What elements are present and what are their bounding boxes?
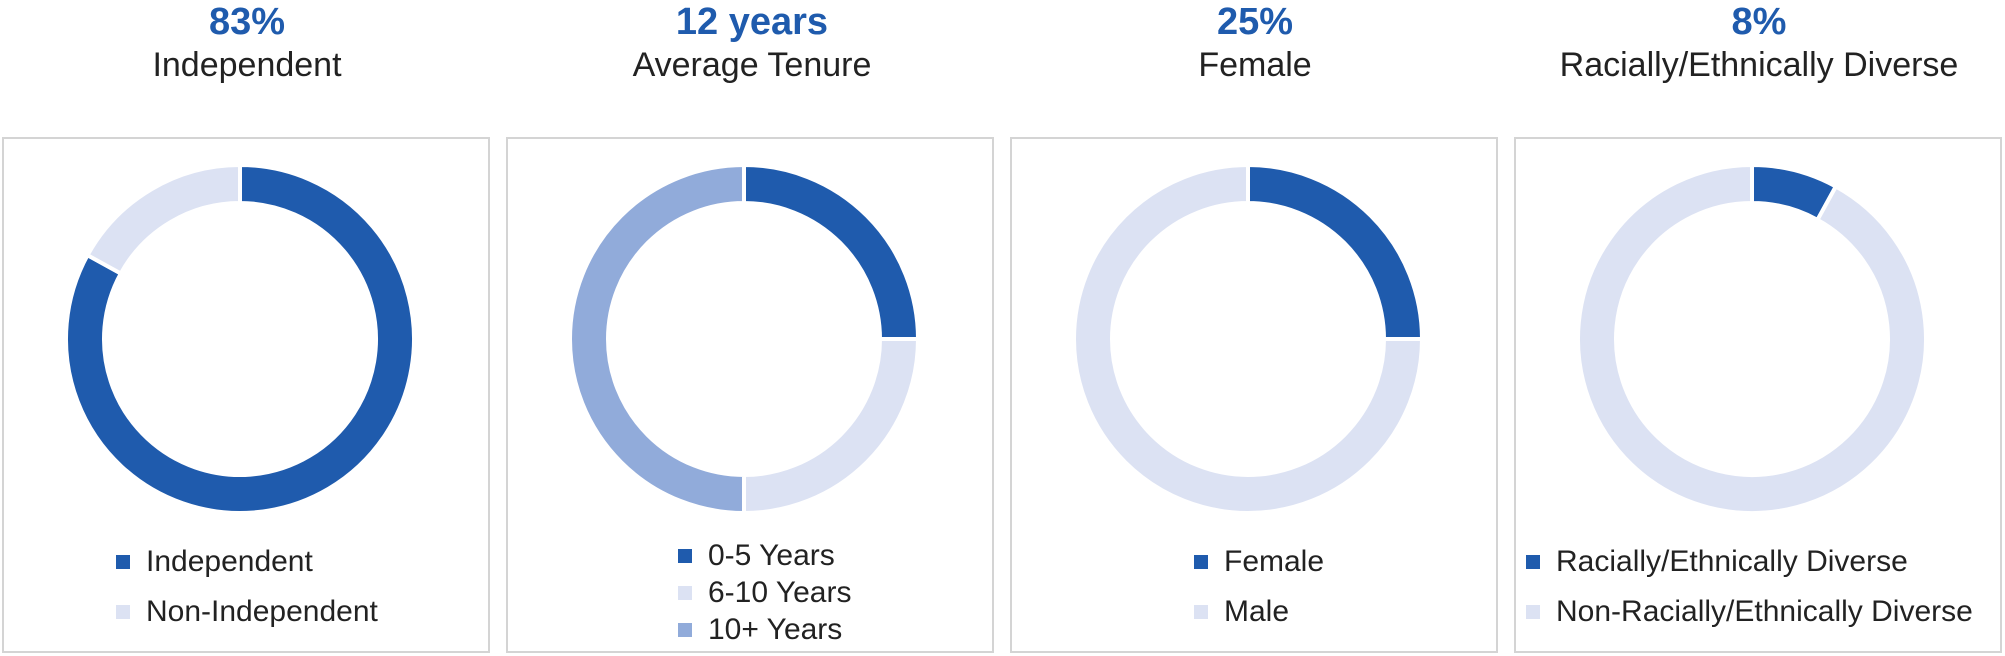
- legend-swatch: [1194, 555, 1208, 569]
- legend-label: Non-Independent: [146, 595, 378, 628]
- legend-swatch: [678, 585, 692, 600]
- legend-item-diverse: Racially/Ethnically Diverse: [1526, 545, 2005, 579]
- legend-swatch: [1526, 605, 1540, 619]
- chart-panel-female: Female Male: [1010, 137, 1498, 653]
- slice-non-racially-ethnically-diverse: [1576, 162, 1928, 515]
- chart-title: Female: [1198, 46, 1312, 84]
- stat-diverse: 8% Racially/Ethnically Diverse: [1514, 0, 2004, 86]
- slice-0-5-years: [742, 162, 921, 341]
- legend-female: Female Male: [1012, 545, 1678, 629]
- slice-10-years: [568, 162, 746, 516]
- chart-title: Racially/Ethnically Diverse: [1559, 46, 1959, 84]
- legend-item-male: Male: [1194, 595, 1678, 629]
- slice-6-10-years: [742, 337, 921, 516]
- legend-swatch: [678, 548, 692, 563]
- chart-title: Independent: [152, 46, 342, 84]
- legend-item-non-independent: Non-Independent: [116, 595, 600, 629]
- legend-swatch: [1526, 555, 1540, 569]
- donut-female: [1072, 162, 1425, 515]
- legend-diverse: Racially/Ethnically Diverse Non-Racially…: [1516, 545, 2005, 629]
- donut-diverse: [1576, 162, 1928, 515]
- chart-panel-independent: Independent Non-Independent: [2, 137, 490, 653]
- legend-label: 0-5 Years: [708, 538, 835, 572]
- legend-label: Female: [1224, 545, 1325, 578]
- legend-swatch: [116, 605, 130, 619]
- legend-label: 6-10 Years: [708, 575, 852, 609]
- legend-independent: Independent Non-Independent: [4, 545, 600, 629]
- stat-tenure: 12 years Average Tenure: [507, 0, 997, 86]
- headline-value: 83%: [208, 1, 286, 43]
- headline-value: 25%: [1216, 1, 1294, 43]
- legend-label: Non-Racially/Ethnically Diverse: [1556, 595, 1973, 628]
- legend-item-10-plus-years: 10+ Years: [678, 611, 1162, 648]
- legend-swatch: [1194, 605, 1208, 619]
- stat-female: 25% Female: [1010, 0, 1500, 86]
- donut-tenure: [568, 162, 921, 516]
- legend-label: 10+ Years: [708, 612, 843, 646]
- slice-non-independent: [84, 162, 242, 277]
- legend-item-non-diverse: Non-Racially/Ethnically Diverse: [1526, 595, 2005, 629]
- legend-tenure: 0-5 Years 6-10 Years 10+ Years: [508, 537, 1162, 648]
- headline-value: 12 years: [675, 1, 829, 43]
- headline-value: 8%: [1731, 1, 1787, 43]
- legend-swatch: [678, 622, 692, 637]
- donut-independent: [64, 162, 416, 515]
- legend-item-0-5-years: 0-5 Years: [678, 537, 1162, 574]
- chart-panel-tenure: 0-5 Years 6-10 Years 10+ Years: [506, 137, 994, 653]
- slice-independent: [64, 162, 416, 515]
- slice-female: [1246, 162, 1425, 341]
- legend-swatch: [116, 555, 130, 569]
- chart-title: Average Tenure: [632, 46, 872, 84]
- slice-male: [1072, 162, 1425, 515]
- legend-label: Male: [1224, 595, 1290, 628]
- legend-label: Racially/Ethnically Diverse: [1556, 545, 1908, 578]
- chart-panel-diverse: Racially/Ethnically Diverse Non-Racially…: [1514, 137, 2002, 653]
- legend-item-independent: Independent: [116, 545, 600, 579]
- stat-independent: 83% Independent: [2, 0, 492, 86]
- legend-item-6-10-years: 6-10 Years: [678, 574, 1162, 611]
- legend-item-female: Female: [1194, 545, 1678, 579]
- legend-label: Independent: [146, 545, 313, 578]
